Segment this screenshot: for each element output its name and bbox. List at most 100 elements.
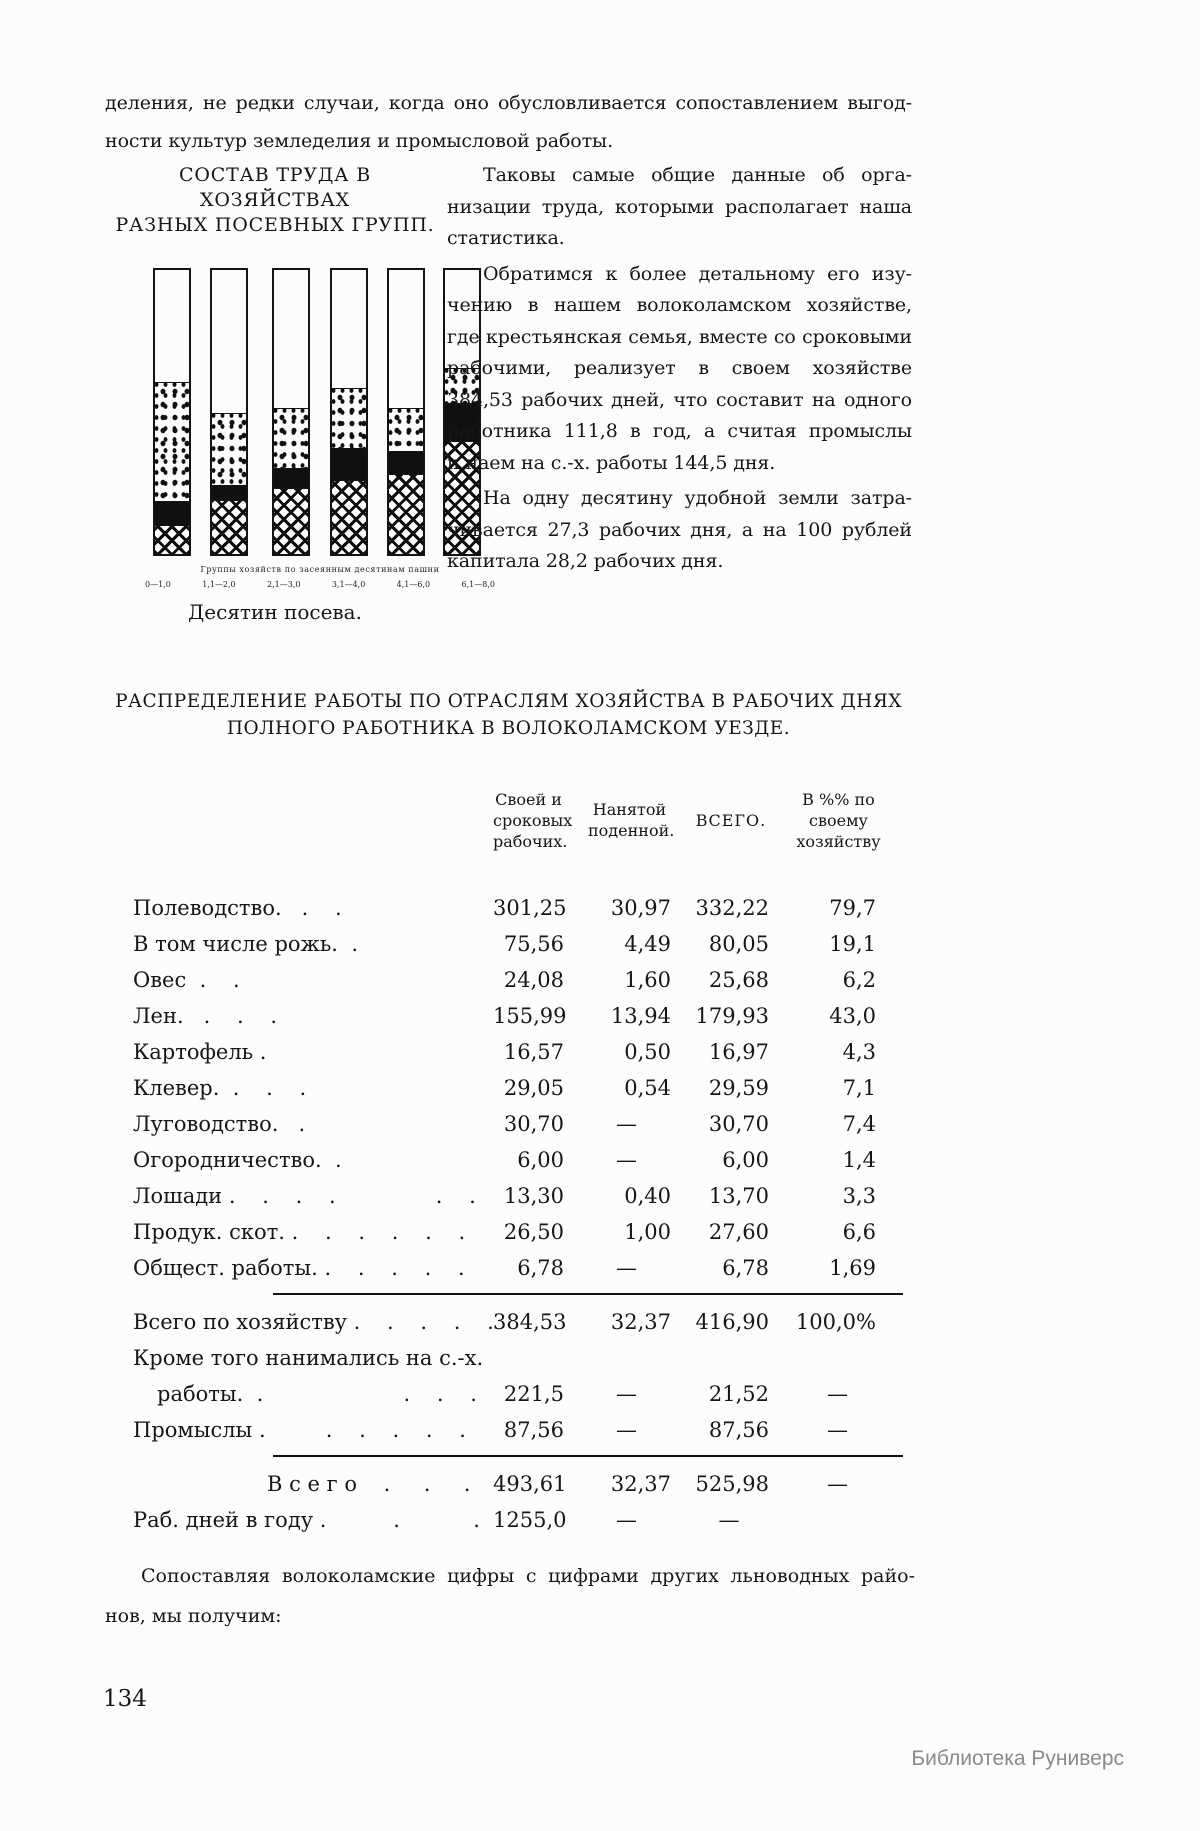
table-divider-rule [273,1455,903,1457]
text-line: нов, мы получим: [105,1605,282,1627]
row-value: 179,93 [695,1004,769,1028]
row-label: Продук. скот. . . . . . . . . [133,1220,493,1244]
table-row: Огородничество. . . 6,00 — 6,00 1,4 [133,1142,910,1178]
row-value: 221,5 [503,1382,564,1406]
bar-segment-dotted [274,407,308,468]
stacked-bar-chart [105,268,481,556]
row-value: 16,97 [708,1040,769,1064]
bar-segment-crosshatch [155,524,189,554]
row-value: 1,69 [829,1256,876,1280]
table-row: Раб. дней в году . . . . 1255,0 — — [133,1502,910,1538]
row-value: 1255,0 [493,1508,567,1532]
row-value: 1,4 [842,1148,876,1172]
text-line: На одну десятину удобной земли затра- [483,487,912,509]
table-row: В с е г о . . . 493,61 32,37 525,98 — [133,1466,910,1502]
bar-segment-solid-black [155,501,189,525]
bar-segment-crosshatch [389,474,423,554]
row-value: 4,3 [842,1040,876,1064]
row-value: 80,05 [708,932,769,956]
row-value: 6,00 [517,1148,564,1172]
row-value: — [827,1472,848,1496]
bar-segment-white-empty [389,270,423,408]
chart-x-axis-caption: Десятин посева. [188,600,362,624]
row-label: Картофель . [133,1040,267,1064]
row-value: 525,98 [695,1472,769,1496]
row-label: Промыслы . . . . . . . [133,1418,493,1442]
table-header-hired-daily: Нанятой поденной. [588,800,675,840]
chart-micro-caption: Группы хозяйств по засеянным десятинам п… [200,565,440,574]
row-value: 155,99 [493,1004,567,1028]
row-value: 27,60 [708,1220,769,1244]
row-value: — [718,1508,740,1532]
row-label: В с е г о . . . [267,1472,471,1496]
intro-paragraph: деления, не редки случаи, когда оно обус… [105,84,912,160]
row-label: Огородничество. . . [133,1148,493,1172]
row-value: 100,0% [795,1310,876,1334]
bar-3 [272,268,310,556]
bar-segment-solid-black [445,403,479,441]
row-label: Всего по хозяйству . . . . . [133,1310,493,1334]
row-value: 75,56 [503,932,564,956]
text-line: чивается 27,3 рабочих дня, а на 100 рубл… [447,518,912,541]
table-row: Всего по хозяйству . . . . . 384,53 32,37 4… [133,1304,910,1340]
bar-segment-dotted [332,388,366,449]
table-row: Кроме того нанимались на с.-х. [133,1340,910,1376]
page-number: 134 [103,1686,147,1712]
bar-segment-white-empty [332,270,366,388]
row-value: 13,30 [503,1184,564,1208]
bar-segment-solid-black [389,450,423,475]
text-line: 384,53 рабочих дней, что составит на одн… [447,388,912,411]
row-value: 30,70 [503,1112,564,1136]
table-header-total: ВСЕГО. [695,810,767,830]
row-value: 25,68 [708,968,769,992]
bar-5 [387,268,425,556]
table-header-row: Своей и сроковых рабочих. Нанятой поденн… [133,764,910,876]
row-value: 26,50 [503,1220,564,1244]
row-label: работы. . . . . [157,1382,477,1406]
bar-segment-crosshatch [212,499,246,554]
text-line: рабочими, реализует в своем хозяйстве [447,357,912,379]
text-line: капитала 28,2 рабочих дня. [447,550,724,572]
bar-segment-solid-black [212,484,246,500]
row-value: 6,78 [722,1256,769,1280]
table-row: Клевер. . . . 29,05 0,54 29,59 7,1 [133,1070,910,1106]
table-title: РАСПРЕДЕЛЕНИЕ РАБОТЫ ПО ОТРАСЛЯМ ХОЗЯЙСТ… [115,691,902,739]
row-value: 13,70 [708,1184,769,1208]
bar-segment-solid-black [274,467,308,489]
table-row: Лен. . . . 155,99 13,94 179,93 43,0 [133,998,910,1034]
text-line: Таковы самые общие данные об орга- [483,164,912,186]
bar-segment-white-empty [212,270,246,413]
row-value: 6,78 [517,1256,564,1280]
row-label: Полеводство. . . [133,896,342,920]
row-value: — [827,1382,848,1406]
row-value [793,1502,910,1538]
row-value: — [827,1418,848,1442]
table-row: Общест. работы. . . . . . 6,78 — 6,78 1,69 [133,1250,910,1286]
row-value: 30,70 [708,1112,769,1136]
row-value: 6,6 [842,1220,876,1244]
bar-segment-dotted [389,407,423,451]
row-value: — [616,1418,637,1442]
row-value [793,1340,910,1376]
bar-segment-dotted [212,413,246,485]
chart-title: СОСТАВ ТРУДА В ХОЗЯЙСТВАХ РАЗНЫХ ПОСЕВНЫ… [115,164,435,236]
row-value: 24,08 [503,968,564,992]
table-row: Полеводство. . . 301,25 30,97 332,22 79,7 [133,890,910,926]
table-row: Луговодство. . 30,70 — 30,70 7,4 [133,1106,910,1142]
row-value: 332,22 [695,896,769,920]
bar-1 [153,268,191,556]
table-row: Лошади . . . . . . 13,30 0,40 13,70 3,3 [133,1178,910,1214]
paragraph: На одну десятину удобной земли затра-чив… [447,483,912,578]
row-value: 1,60 [624,968,671,992]
table-row: работы. . . . . 221,5 — 21,52 — [133,1376,910,1412]
row-label: Общест. работы. . . . . . [133,1256,465,1280]
library-watermark: Библиотека Руниверс [911,1747,1124,1770]
group-range-label: 0—1,0 [145,580,171,589]
row-value: 0,50 [624,1040,671,1064]
row-value: 0,54 [624,1076,671,1100]
row-value: 29,59 [708,1076,769,1100]
table-row: Картофель . 16,57 0,50 16,97 4,3 [133,1034,910,1070]
text-line: и наем на с.-х. работы 144,5 дня. [447,451,776,474]
row-value [493,1340,588,1376]
text-line: где крестьянская семья, вместе со сроков… [447,325,912,348]
